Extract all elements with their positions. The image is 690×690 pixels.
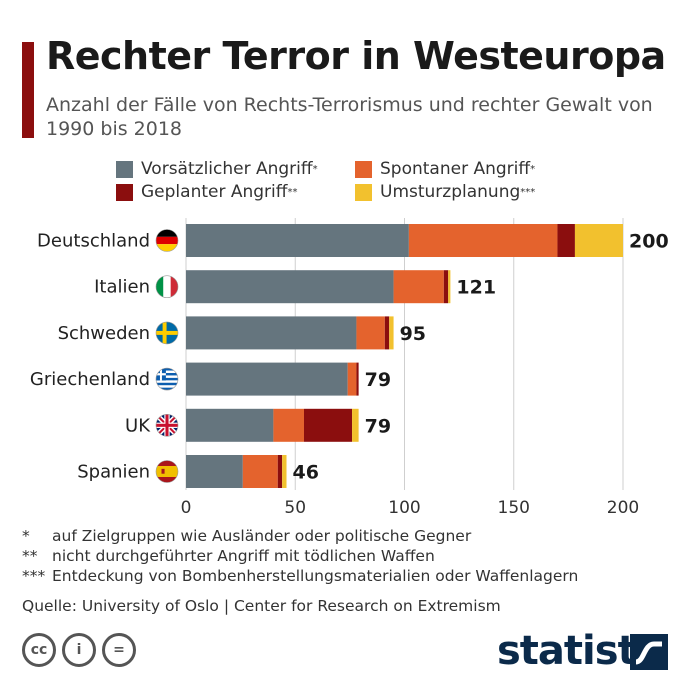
legend-label: Spontaner Angriff bbox=[380, 159, 531, 179]
bar-segment bbox=[186, 408, 274, 442]
flag-icon-italien bbox=[155, 275, 179, 299]
legend-sup: ** bbox=[287, 186, 298, 198]
category-label: Deutschland bbox=[37, 231, 150, 252]
legend-label: Geplanter Angriff bbox=[141, 182, 288, 202]
page-title: Rechter Terror in Westeuropa bbox=[46, 34, 666, 78]
bar-segment bbox=[186, 362, 348, 396]
stacked-bar-chart: 0 50 100 150 200 Deutschland 200 Italien 121 Schw… bbox=[30, 218, 669, 518]
legend-swatch bbox=[355, 160, 372, 178]
bar-segment bbox=[277, 455, 283, 488]
bar-segment bbox=[448, 270, 451, 304]
legend-item-geplant: Geplanter Angriff ** bbox=[116, 182, 297, 202]
legend-item-umsturz: Umsturzplanung *** bbox=[355, 182, 535, 202]
bar-segment bbox=[356, 362, 359, 396]
category-label: Italien bbox=[94, 277, 150, 298]
bar-segment bbox=[356, 316, 385, 350]
footnote-mark: *** bbox=[22, 567, 46, 585]
flag-icon-spanien bbox=[155, 460, 179, 483]
title-accent-bar bbox=[22, 42, 34, 138]
x-tick-label: 50 bbox=[284, 498, 306, 518]
legend-swatch bbox=[116, 160, 133, 178]
footnote-3: *** Entdeckung von Bombenherstellungsmate… bbox=[22, 567, 578, 585]
footnote-mark: * bbox=[22, 527, 30, 545]
legend-sup: *** bbox=[520, 186, 536, 198]
total-label: 46 bbox=[293, 462, 319, 484]
statista-logo-icon bbox=[630, 634, 668, 670]
flag-icon-uk bbox=[155, 413, 179, 437]
footnote-1: * auf Zielgruppen wie Ausländer oder poli… bbox=[22, 527, 471, 545]
page-subtitle: Anzahl der Fälle von Rechts-Terrorismus … bbox=[46, 94, 653, 140]
legend-item-vorsaetzlich: Vorsätzlicher Angriff * bbox=[116, 159, 318, 179]
category-label: Schweden bbox=[58, 323, 150, 344]
category-label: Spanien bbox=[77, 462, 150, 483]
bar-segment bbox=[186, 455, 243, 488]
category-label: Griechenland bbox=[30, 369, 150, 390]
bar-segment bbox=[347, 362, 357, 396]
bar-segment bbox=[186, 316, 357, 350]
footnote-text: auf Zielgruppen wie Ausländer oder polit… bbox=[52, 527, 472, 545]
footnote-text: Entdeckung von Bombenherstellungsmateria… bbox=[52, 567, 579, 585]
x-tick-label: 150 bbox=[498, 498, 530, 518]
bar-segment bbox=[384, 316, 390, 350]
x-tick-label: 0 bbox=[181, 498, 192, 518]
total-label: 200 bbox=[629, 231, 669, 253]
bar-segment bbox=[443, 270, 449, 304]
legend-swatch bbox=[355, 183, 372, 201]
attribution-icon[interactable]: i bbox=[62, 633, 96, 667]
bar-segment bbox=[574, 224, 623, 257]
legend-label: Vorsätzlicher Angriff bbox=[141, 159, 313, 179]
legend-item-spontan: Spontaner Angriff * bbox=[355, 159, 535, 179]
x-tick-label: 100 bbox=[388, 498, 420, 518]
flag-icon-griechenland bbox=[155, 367, 179, 391]
no-derivatives-icon[interactable]: = bbox=[102, 633, 136, 667]
source-note: Quelle: University of Oslo | Center for … bbox=[22, 597, 501, 615]
category-label: UK bbox=[125, 415, 151, 436]
legend-sup: * bbox=[312, 163, 318, 175]
total-label: 95 bbox=[400, 323, 426, 345]
bar-segment bbox=[273, 408, 304, 442]
x-tick-label: 200 bbox=[607, 498, 639, 518]
bar-segment bbox=[408, 224, 558, 257]
bar-segment bbox=[186, 224, 409, 257]
legend-swatch bbox=[116, 183, 133, 201]
legend-label: Umsturzplanung bbox=[380, 182, 521, 202]
cc-license-icon[interactable]: cc bbox=[22, 633, 56, 667]
total-label: 121 bbox=[456, 277, 496, 299]
bar-segment bbox=[352, 408, 359, 442]
total-label: 79 bbox=[365, 415, 391, 437]
footnote-2: ** nicht durchgeführter Angriff mit tödli… bbox=[22, 547, 435, 565]
bar-segment bbox=[282, 455, 287, 488]
bar-segment bbox=[303, 408, 353, 442]
bar-segment bbox=[393, 270, 444, 304]
footnote-mark: ** bbox=[22, 547, 38, 565]
bar-segment bbox=[186, 270, 394, 304]
bar-segment bbox=[242, 455, 278, 488]
bar-segment bbox=[389, 316, 394, 350]
legend-sup: * bbox=[530, 163, 536, 175]
footnote-text: nicht durchgeführter Angriff mit tödlich… bbox=[52, 547, 435, 565]
flag-icon-deutschland bbox=[155, 229, 179, 252]
bar-segment bbox=[557, 224, 575, 257]
total-label: 79 bbox=[365, 369, 391, 391]
flag-icon-schweden bbox=[155, 321, 179, 345]
